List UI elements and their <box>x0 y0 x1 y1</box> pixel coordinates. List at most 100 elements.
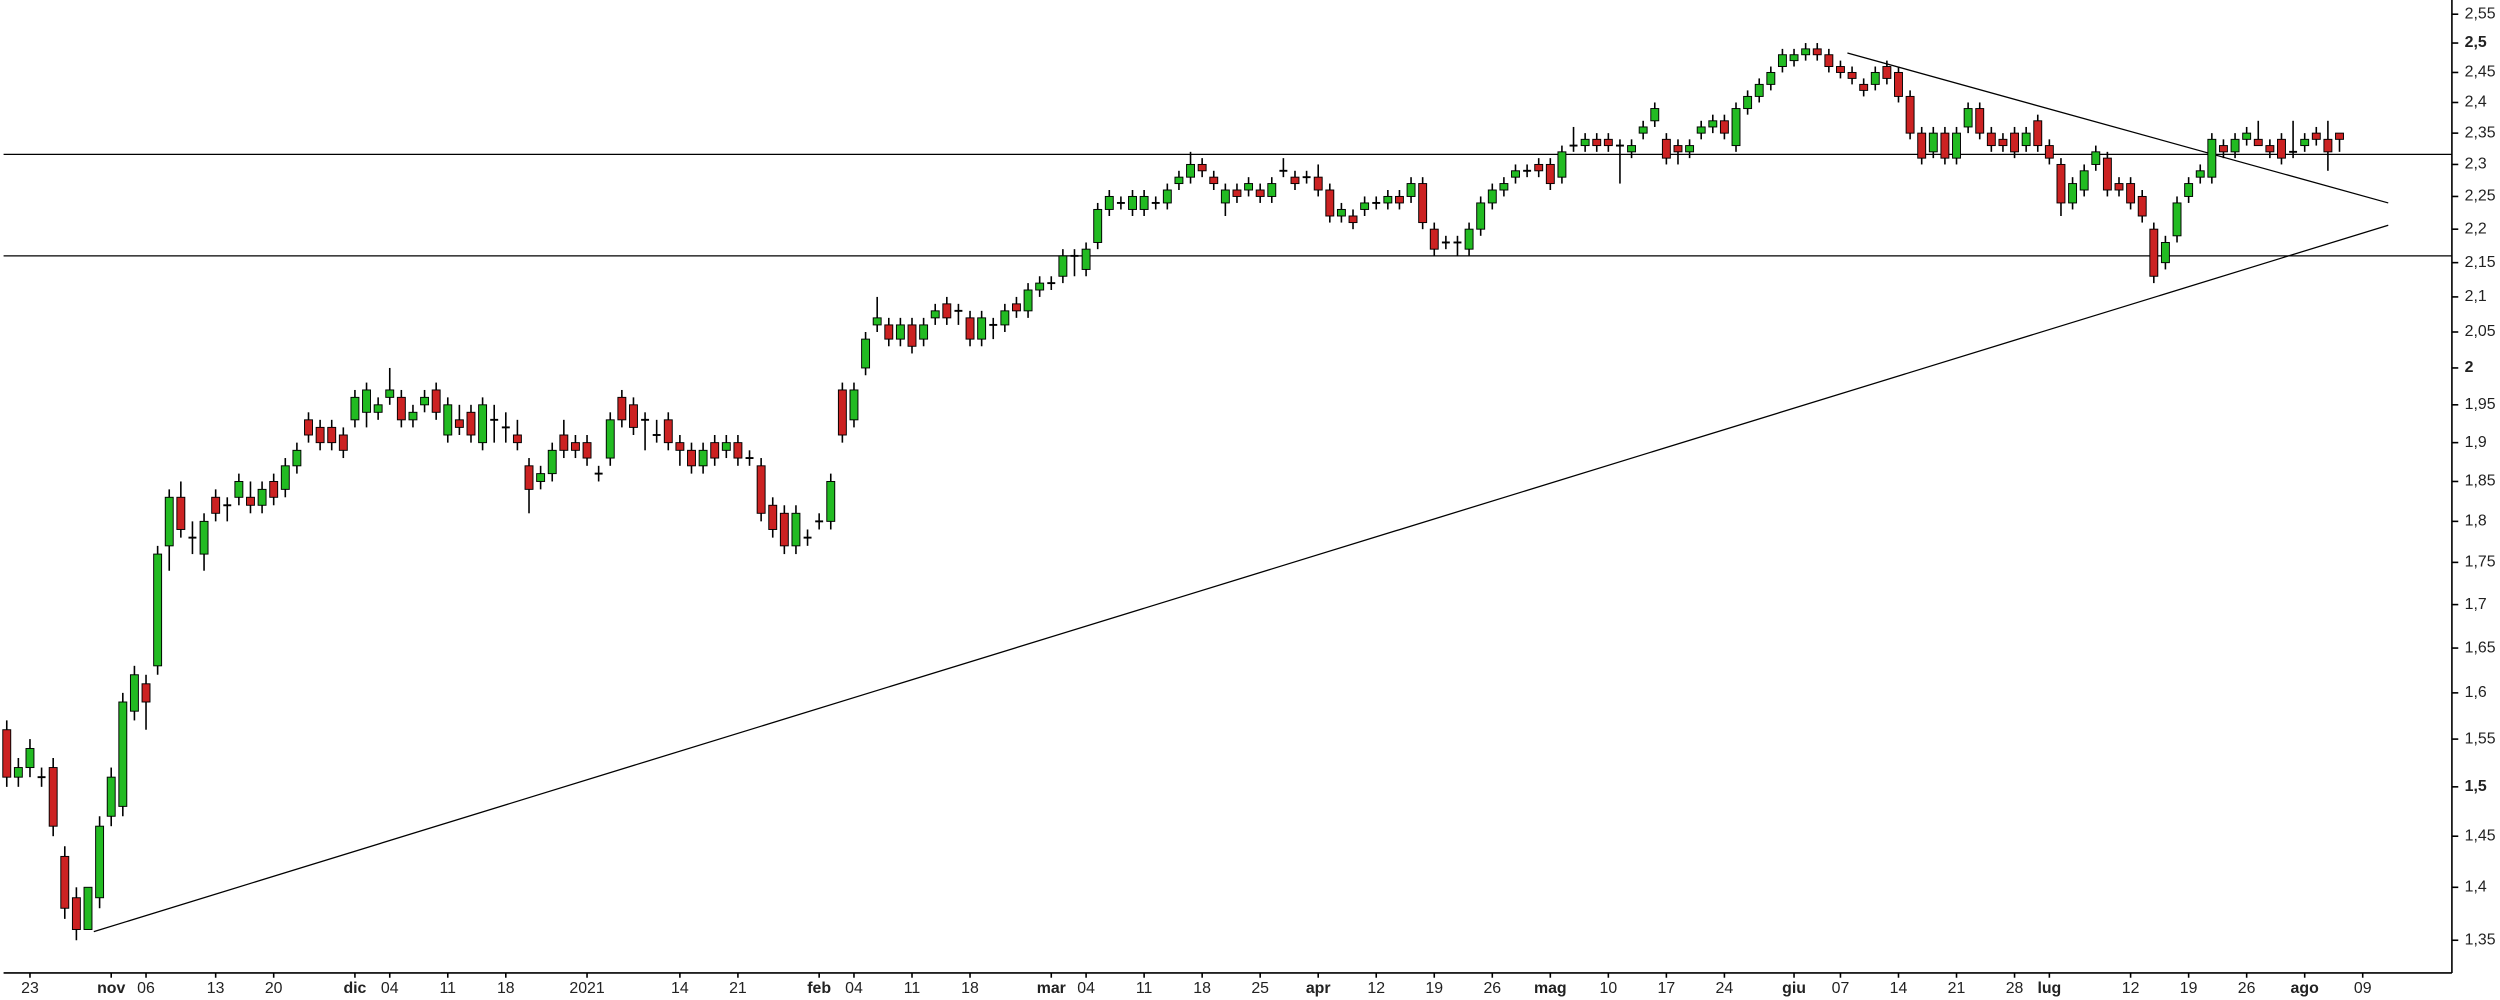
candle-body <box>559 434 569 451</box>
candle-body <box>2323 138 2333 153</box>
candle-body <box>118 701 128 807</box>
x-tick-label: 04 <box>1077 980 1095 997</box>
x-tick-label: mar <box>1037 980 1066 997</box>
candle-body <box>304 419 313 436</box>
x-tick-label: mag <box>1534 980 1567 997</box>
candle-body <box>1499 183 1509 191</box>
candle-body <box>1824 54 1834 68</box>
candle-body <box>1766 71 1776 85</box>
candle-body <box>1244 183 1254 191</box>
candle-body <box>2044 145 2054 159</box>
candle-body <box>1847 71 1857 79</box>
candle-body <box>2184 183 2194 197</box>
candle-body <box>1882 66 1892 79</box>
candle-body <box>1777 54 1787 68</box>
y-tick-label: 2,55 <box>2465 5 2496 22</box>
x-tick-label: 06 <box>137 980 155 997</box>
candle-body <box>1685 145 1695 153</box>
candle-body <box>2126 183 2136 204</box>
x-tick-label: 24 <box>1716 980 1734 997</box>
candle-body <box>1894 71 1903 97</box>
candle-body <box>153 553 163 667</box>
candle-body <box>1743 95 1753 110</box>
candle-body <box>930 310 940 319</box>
candle-body <box>1986 132 1996 147</box>
candle-body <box>1928 132 1938 153</box>
candle-body <box>2079 170 2089 191</box>
candle-body <box>1812 48 1822 56</box>
candle-body <box>1232 189 1242 197</box>
candle-body <box>269 480 279 498</box>
x-tick-label: 11 <box>1136 980 1153 997</box>
candle-body <box>977 317 987 340</box>
candle-body <box>48 767 58 827</box>
candle-body <box>1023 289 1033 312</box>
candle-body <box>1511 170 1520 178</box>
candle-body <box>826 480 836 522</box>
candle-body <box>1859 83 1869 91</box>
y-tick-label: 1,7 <box>2465 596 2487 613</box>
candle-body <box>1348 215 1358 224</box>
x-tick-label: 09 <box>2354 980 2372 997</box>
x-tick-label: 18 <box>961 980 979 997</box>
x-tick-label: 14 <box>671 980 689 997</box>
candle-body <box>2068 183 2078 204</box>
candle-body <box>582 442 592 459</box>
candle-body <box>2033 120 2043 147</box>
x-tick-label: 11 <box>440 980 457 997</box>
candle-body <box>1836 66 1845 73</box>
y-tick-label: 2,25 <box>2465 188 2496 205</box>
candle-body <box>466 411 476 436</box>
candle-body <box>570 442 580 451</box>
candle-body <box>895 324 905 340</box>
y-tick-label: 1,45 <box>2465 827 2496 844</box>
candle-body <box>849 389 859 421</box>
y-tick-label: 1,85 <box>2465 473 2496 490</box>
x-tick-label: 04 <box>845 980 863 997</box>
y-tick-label: 1,55 <box>2465 730 2496 747</box>
candle-body <box>373 404 383 413</box>
candle-body <box>1940 132 1950 159</box>
y-tick-label: 1,9 <box>2465 434 2487 451</box>
candle-body <box>1313 176 1323 191</box>
candle-body <box>1128 195 1137 210</box>
candle-body <box>1220 189 1230 204</box>
candle-body <box>2149 228 2159 277</box>
x-tick-label: 04 <box>381 980 399 997</box>
candle-body <box>1406 183 1416 197</box>
candle-body <box>1383 195 1393 204</box>
candle-body <box>919 324 929 340</box>
x-tick-label: 26 <box>2238 980 2256 997</box>
x-tick-label: 21 <box>729 980 747 997</box>
candle-body <box>1267 183 1277 197</box>
candle-body <box>2335 132 2344 140</box>
candle-body <box>1789 54 1799 62</box>
candle-body <box>2265 145 2275 153</box>
candle-body <box>2091 151 2101 165</box>
candle-body <box>106 776 116 817</box>
candle-body <box>199 520 209 555</box>
x-tick-label: 07 <box>1832 980 1850 997</box>
candle-body <box>1905 95 1915 134</box>
y-tick-label: 2,5 <box>2465 34 2487 51</box>
candle-body <box>1255 189 1265 197</box>
candle-body <box>1534 163 1544 172</box>
y-tick-label: 2,2 <box>2465 220 2487 237</box>
candle-body <box>756 465 766 514</box>
candle-body <box>907 324 917 347</box>
candle-body <box>1545 163 1555 185</box>
candle-body <box>1661 138 1671 159</box>
candle-body <box>861 338 871 369</box>
candle-body <box>1174 176 1184 185</box>
x-tick-label: 18 <box>497 980 515 997</box>
candle-body <box>1394 195 1404 204</box>
x-tick-label: 2021 <box>569 980 604 997</box>
candle-body <box>1917 132 1927 159</box>
candle-body <box>315 426 325 444</box>
candle-body <box>2207 138 2217 178</box>
x-tick-label: 10 <box>1600 980 1618 997</box>
candle-body <box>1476 202 1486 230</box>
candle-body <box>1429 228 1439 250</box>
candle-body <box>710 442 720 459</box>
